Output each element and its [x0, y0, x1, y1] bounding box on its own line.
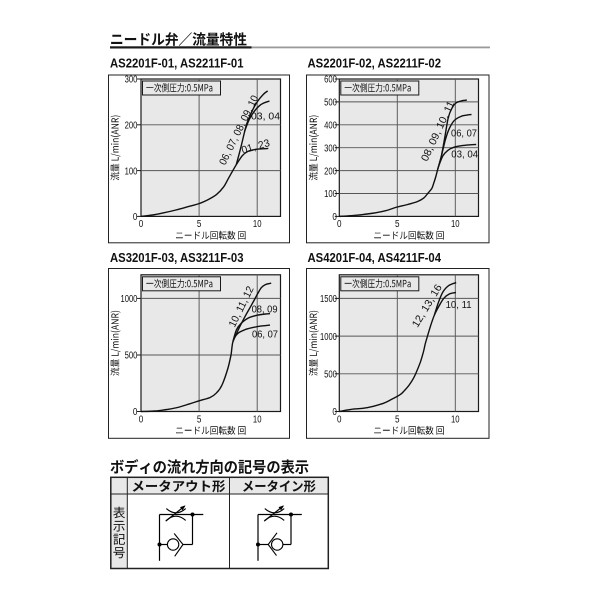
svg-text:1000: 1000 — [121, 294, 138, 305]
svg-text:10: 10 — [253, 414, 262, 425]
svg-text:300: 300 — [125, 75, 138, 86]
svg-text:10, 11: 10, 11 — [446, 299, 472, 311]
svg-text:5: 5 — [197, 414, 202, 425]
svg-text:5: 5 — [395, 219, 400, 230]
svg-text:200: 200 — [324, 166, 337, 177]
svg-text:300: 300 — [324, 143, 337, 154]
svg-text:0: 0 — [133, 407, 138, 418]
svg-text:0: 0 — [139, 414, 144, 425]
svg-text:600: 600 — [324, 75, 337, 86]
svg-text:0: 0 — [133, 212, 138, 223]
svg-text:100: 100 — [324, 189, 337, 200]
svg-text:06, 07: 06, 07 — [451, 128, 477, 140]
svg-text:06, 07: 06, 07 — [252, 328, 278, 340]
svg-text:5: 5 — [395, 414, 400, 425]
svg-text:AS4201F-04, AS4211F-04: AS4201F-04, AS4211F-04 — [308, 250, 442, 265]
svg-text:0: 0 — [337, 219, 342, 230]
svg-text:1500: 1500 — [320, 294, 337, 305]
svg-text:0: 0 — [337, 414, 342, 425]
svg-text:03, 04: 03, 04 — [251, 111, 280, 123]
svg-text:10: 10 — [451, 219, 460, 230]
svg-text:0: 0 — [332, 407, 337, 418]
svg-text:5: 5 — [197, 219, 202, 230]
svg-text:AS2201F-02, AS2211F-02: AS2201F-02, AS2211F-02 — [308, 56, 442, 71]
svg-text:500: 500 — [324, 98, 337, 109]
svg-text:100: 100 — [125, 166, 138, 177]
svg-text:08, 09: 08, 09 — [252, 304, 278, 316]
svg-text:03, 04: 03, 04 — [451, 149, 478, 161]
svg-text:AS2201F-01, AS2211F-01: AS2201F-01, AS2211F-01 — [110, 56, 244, 71]
svg-text:400: 400 — [324, 121, 337, 132]
svg-text:10: 10 — [451, 414, 460, 425]
svg-text:0: 0 — [332, 212, 337, 223]
svg-text:500: 500 — [125, 351, 138, 362]
svg-text:500: 500 — [324, 370, 337, 381]
svg-text:AS3201F-03, AS3211F-03: AS3201F-03, AS3211F-03 — [110, 250, 244, 265]
svg-text:200: 200 — [125, 121, 138, 132]
svg-text:1000: 1000 — [320, 332, 337, 343]
svg-text:10: 10 — [253, 219, 262, 230]
svg-text:0: 0 — [139, 219, 144, 230]
